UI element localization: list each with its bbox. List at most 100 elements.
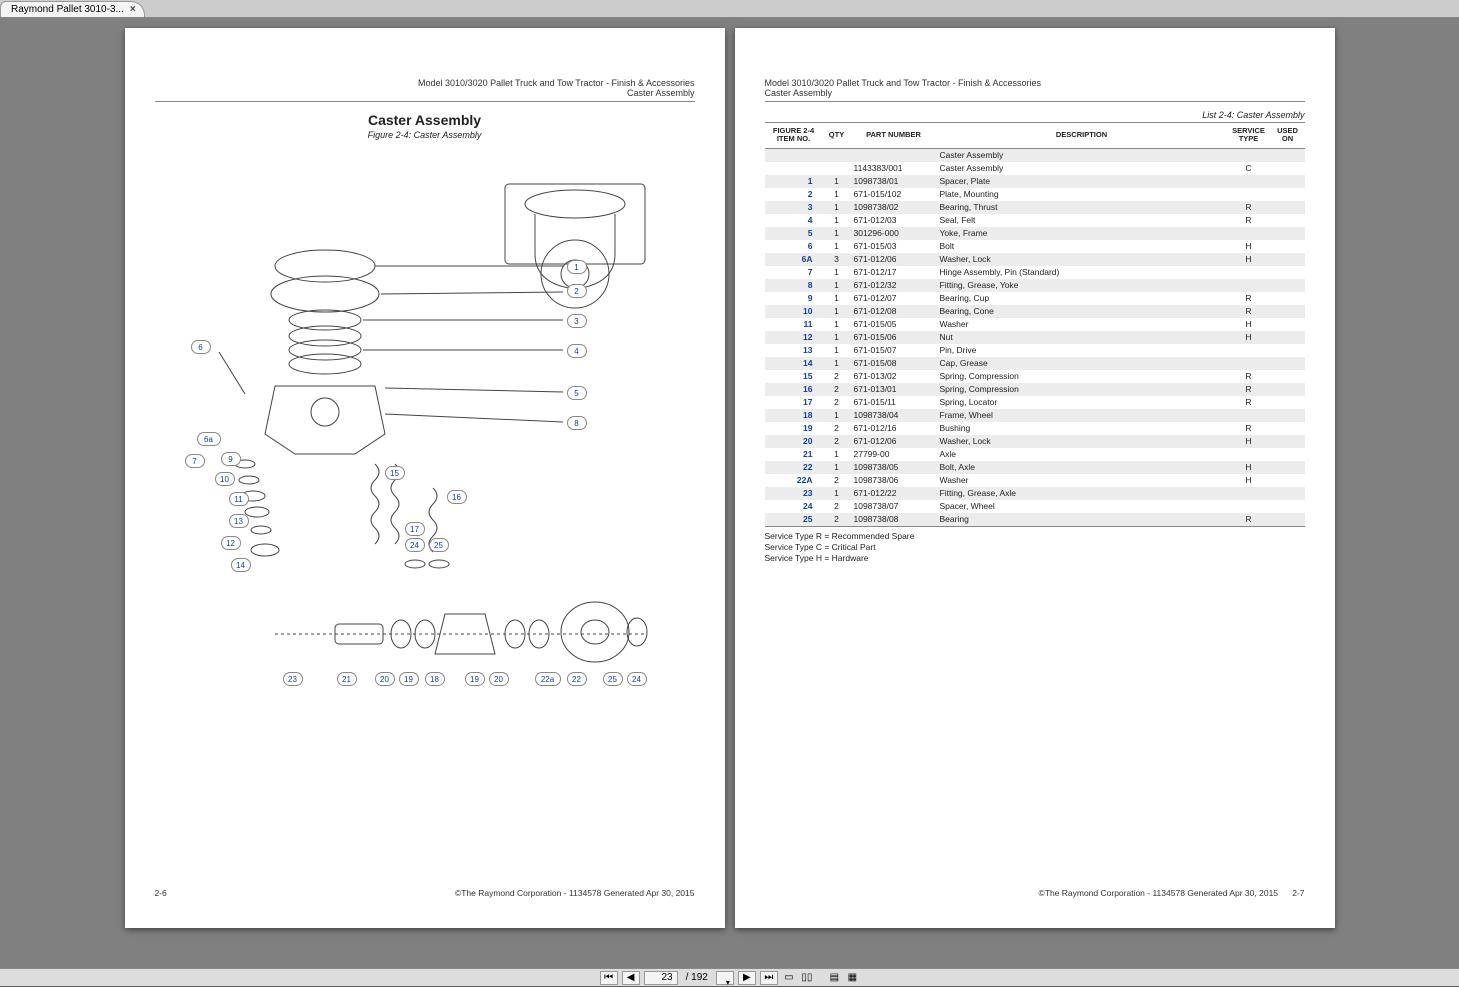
view-single-icon[interactable]: ▤: [827, 971, 841, 985]
callout-bubble: 3: [567, 314, 587, 328]
cell-partnum: 671-012/06: [851, 435, 937, 448]
viewer[interactable]: Model 3010/3020 Pallet Truck and Tow Tra…: [0, 18, 1459, 968]
cell-qty: 1: [823, 331, 851, 344]
col-used: USED ON: [1271, 123, 1305, 149]
cell-used: [1271, 448, 1305, 461]
cell-desc: Hinge Assembly, Pin (Standard): [937, 266, 1227, 279]
table-row: 1143383/001Caster AssemblyC: [765, 162, 1305, 175]
cell-qty: 1: [823, 279, 851, 292]
single-page-icon[interactable]: ▭: [782, 971, 796, 985]
cell-service: R: [1227, 370, 1271, 383]
callout-bubble: 24: [627, 672, 647, 686]
cell-service: [1227, 448, 1271, 461]
cell-used: [1271, 214, 1305, 227]
cell-partnum: 1098738/02: [851, 201, 937, 214]
cell-service: H: [1227, 474, 1271, 487]
table-row: 2521098738/08BearingR: [765, 513, 1305, 527]
cell-item: 9: [765, 292, 823, 305]
cell-partnum: 1143383/001: [851, 162, 937, 175]
cell-used: [1271, 344, 1305, 357]
cell-item: 12: [765, 331, 823, 344]
title-block: Caster Assembly Figure 2-4: Caster Assem…: [155, 112, 695, 140]
cell-item: 23: [765, 487, 823, 500]
legend-h: Service Type H = Hardware: [765, 553, 1305, 564]
callout-bubble: 16: [447, 490, 467, 504]
cell-desc: Pin, Drive: [937, 344, 1227, 357]
cell-qty: 1: [823, 292, 851, 305]
page-spread: Model 3010/3020 Pallet Truck and Tow Tra…: [125, 28, 1335, 958]
copyright: ©The Raymond Corporation - 1134578 Gener…: [455, 888, 695, 898]
cell-desc: Nut: [937, 331, 1227, 344]
tab-bar: Raymond Pallet 3010-3... ×: [0, 0, 1459, 18]
callout-bubble: 11: [229, 492, 249, 506]
cell-service: [1227, 227, 1271, 240]
next-page-button[interactable]: ▶: [738, 971, 756, 985]
cell-desc: Washer, Lock: [937, 435, 1227, 448]
cell-item: 18: [765, 409, 823, 422]
tab-title: Raymond Pallet 3010-3...: [11, 4, 124, 15]
cell-qty: 1: [823, 266, 851, 279]
cell-service: [1227, 188, 1271, 201]
cell-qty: 2: [823, 422, 851, 435]
document-tab[interactable]: Raymond Pallet 3010-3... ×: [0, 1, 145, 17]
callout-bubble: 10: [215, 472, 235, 486]
table-header-row: FIGURE 2-4 ITEM NO. QTY PART NUMBER DESC…: [765, 123, 1305, 149]
exploded-diagram: 12345866a7910111312141516172425232120191…: [185, 154, 665, 714]
last-page-button[interactable]: ⏭: [760, 971, 778, 985]
cell-qty: 2: [823, 370, 851, 383]
cell-item: 24: [765, 500, 823, 513]
table-row: 111098738/01Spacer, Plate: [765, 175, 1305, 188]
cell-partnum: 301296-000: [851, 227, 937, 240]
cell-used: [1271, 162, 1305, 175]
cell-used: [1271, 487, 1305, 500]
callout-bubble: 7: [185, 454, 205, 468]
cell-used: [1271, 331, 1305, 344]
cell-qty: 2: [823, 513, 851, 527]
view-continuous-icon[interactable]: ▦: [845, 971, 859, 985]
table-row: 2211098738/05Bolt, AxleH: [765, 461, 1305, 474]
cell-desc: Axle: [937, 448, 1227, 461]
cell-used: [1271, 461, 1305, 474]
cell-partnum: 671-015/03: [851, 240, 937, 253]
cell-item: 15: [765, 370, 823, 383]
cell-desc: Frame, Wheel: [937, 409, 1227, 422]
cell-item: 1: [765, 175, 823, 188]
diagram-svg: [185, 154, 665, 714]
cell-qty: 2: [823, 500, 851, 513]
cell-item: 16: [765, 383, 823, 396]
cell-desc: Bolt: [937, 240, 1227, 253]
cell-partnum: 1098738/01: [851, 175, 937, 188]
table-row: 41671-012/03Seal, FeltR: [765, 214, 1305, 227]
table-row: 71671-012/17Hinge Assembly, Pin (Standar…: [765, 266, 1305, 279]
close-icon[interactable]: ×: [130, 4, 136, 15]
cell-qty: 1: [823, 188, 851, 201]
cell-item: 21: [765, 448, 823, 461]
cell-service: R: [1227, 292, 1271, 305]
callout-bubble: 6a: [197, 432, 221, 446]
col-item: FIGURE 2-4 ITEM NO.: [765, 123, 823, 149]
cell-service: C: [1227, 162, 1271, 175]
cell-service: R: [1227, 214, 1271, 227]
parts-table: FIGURE 2-4 ITEM NO. QTY PART NUMBER DESC…: [765, 122, 1305, 527]
cell-partnum: 671-012/03: [851, 214, 937, 227]
cell-used: [1271, 357, 1305, 370]
callout-bubble: 25: [429, 538, 449, 552]
cell-desc: Bearing: [937, 513, 1227, 527]
callout-bubble: 19: [399, 672, 419, 686]
prev-page-button[interactable]: ◀: [622, 971, 640, 985]
cell-used: [1271, 227, 1305, 240]
cell-desc: Washer: [937, 318, 1227, 331]
cell-desc: Bearing, Thrust: [937, 201, 1227, 214]
page-total: / 192: [682, 972, 712, 983]
two-page-icon[interactable]: ▯▯: [800, 971, 814, 985]
cell-used: [1271, 513, 1305, 527]
cell-used: [1271, 383, 1305, 396]
cell-partnum: 671-012/06: [851, 253, 937, 266]
page-input[interactable]: [644, 971, 678, 985]
first-page-button[interactable]: ⏮: [600, 971, 618, 985]
cell-used: [1271, 422, 1305, 435]
cell-item: 6: [765, 240, 823, 253]
cell-service: R: [1227, 422, 1271, 435]
page-dropdown[interactable]: [716, 971, 734, 985]
cell-qty: 2: [823, 435, 851, 448]
